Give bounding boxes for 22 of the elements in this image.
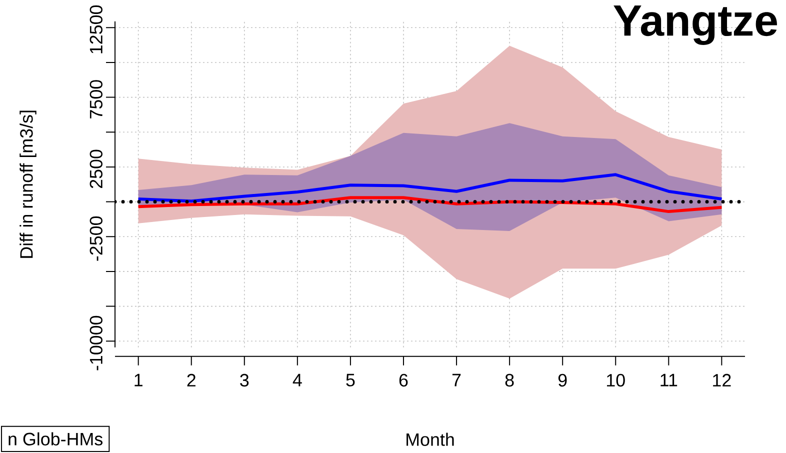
y-tick-label: -2500 — [90, 216, 102, 261]
y-axis-title: Diff in runoff [m3/s] — [20, 110, 36, 258]
y-tick-label: 2500 — [90, 150, 102, 188]
x-tick-label: 1 — [134, 374, 142, 386]
chart-title: Yangtze — [614, 6, 777, 45]
y-tick-label: -10000 — [90, 316, 102, 370]
x-tick-label: 12 — [713, 374, 731, 386]
x-axis-title: Month — [406, 432, 454, 446]
x-tick-label: 5 — [346, 374, 355, 386]
y-tick-label: 12500 — [90, 5, 102, 54]
x-tick-label: 7 — [452, 374, 461, 386]
text: n Glob-HMs — [8, 432, 103, 446]
x-tick-label: 11 — [660, 374, 678, 386]
x-tick-label: 6 — [399, 374, 408, 387]
x-tick-label: 3 — [240, 374, 249, 387]
x-tick-label: 8 — [505, 374, 514, 387]
x-tick-label: 10 — [607, 374, 625, 387]
x-tick-label: 2 — [187, 374, 196, 386]
x-tick-label: 4 — [292, 374, 302, 386]
y-tick-label: 7500 — [90, 80, 102, 118]
line-series — [136, 173, 724, 203]
x-tick-label: 9 — [558, 374, 567, 387]
